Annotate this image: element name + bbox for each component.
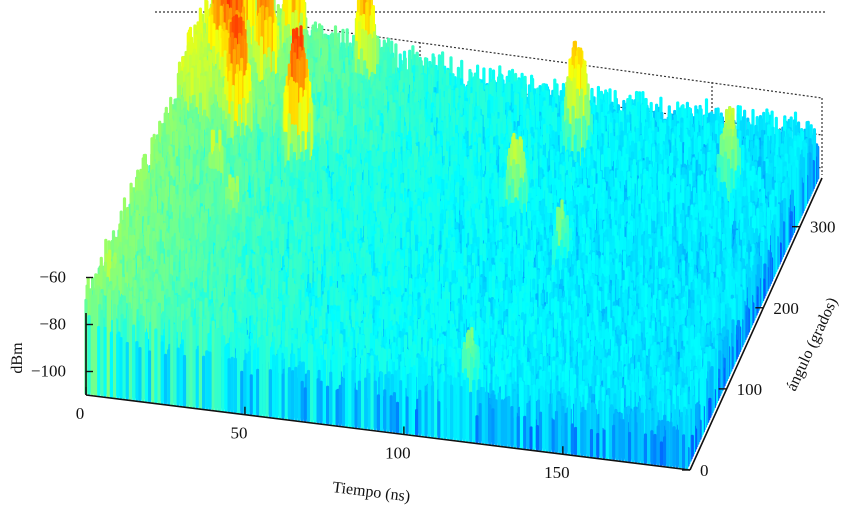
surface — [84, 0, 820, 470]
